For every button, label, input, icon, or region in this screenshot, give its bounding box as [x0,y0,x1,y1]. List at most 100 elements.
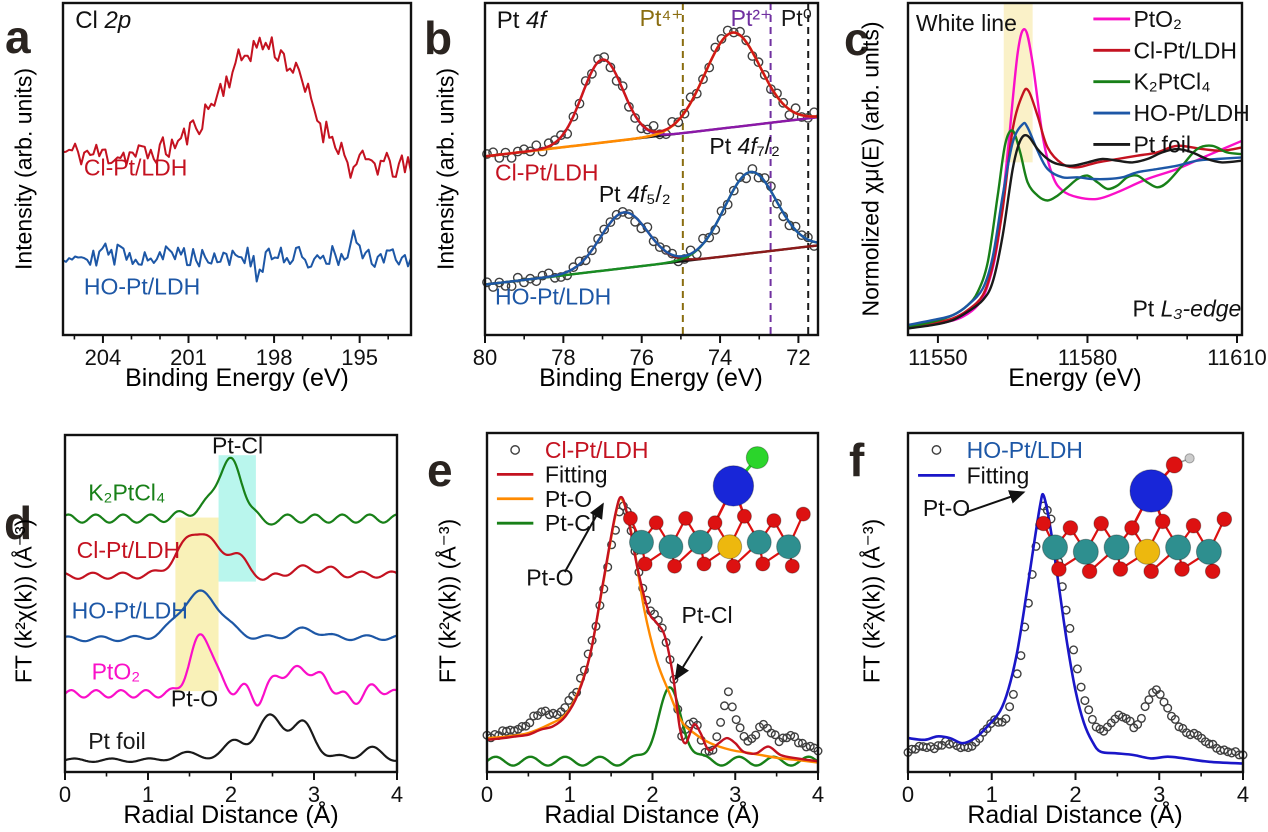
annotation: Cl 2p [75,7,131,34]
atom [755,556,771,572]
annotation: Cl-Pt/LDH [84,155,188,181]
molecule-inset [1035,453,1233,580]
x-axis-label: Binding Energy (eV) [539,364,763,392]
x-tick-label: 3 [308,782,320,807]
highlight-band [218,455,256,582]
x-tick-label: 2 [1069,782,1081,807]
data-point-Cl-Pt/LDH-data [790,732,800,742]
x-axis-label: Radial Distance (Å) [123,801,339,829]
data-point-Cl-Pt/LDH-data [731,715,741,725]
curve-HO-Pt/LDH [907,121,1243,327]
annotation: K₂PtCl₄ [88,480,165,506]
data-point-Cl-Pt/LDH-data [723,687,733,697]
atom [1035,515,1052,532]
legend-label: Pt foil [1133,131,1191,157]
atom [776,534,802,560]
data-point-HO-Pt/LDH-data [531,276,542,287]
data-point-HO-Pt/LDH-data [537,270,548,281]
plot-area-c: White line Pt L₃-edge PtO₂ Cl-Pt/LDH K₂PtCl₄… [906,1,1267,370]
data-point-HO-Pt/LDH-data [482,277,492,288]
curve-PtO2 [64,633,398,707]
data-point-Cl-Pt/LDH-data [712,732,722,742]
x-tick-label: 78 [551,345,575,370]
data-point-HO-Pt/LDH-data [605,217,616,228]
plot-border [61,1,413,337]
data-point-HO-Pt/LDH-data [654,242,665,253]
curve-Pt foil [64,713,397,763]
atom [667,558,683,574]
curve-HO-Pt/LDH [64,589,398,643]
data-point-Cl-Pt/LDH-data [679,108,690,119]
annotation: HO-Pt/LDH [495,284,611,310]
atom [717,534,743,560]
annotation-arrow [563,502,604,573]
data-point-Cl-Pt/LDH-data [751,730,761,740]
curve-Cl-Pt/LDH [907,87,1243,328]
x-axis-label: Binding Energy (eV) [125,364,349,392]
x-tick-label: 201 [170,345,207,370]
data-point-HO-Pt/LDH-data [1069,645,1079,655]
data-point-Cl-Pt/LDH-data [529,711,539,721]
atom [678,510,694,526]
legend-label: Pt-O [545,486,592,512]
data-point-Cl-Pt/LDH-data [778,97,789,108]
data-point-Cl-Pt/LDH-data [741,35,752,46]
plot-border [906,1,1244,337]
x-axis-label: Radial Distance (Å) [967,801,1183,829]
data-point-HO-Pt/LDH-data [728,185,739,196]
plot-border [483,1,820,337]
legend-swatch-Cl-Pt/LDH [510,445,521,455]
data-point-HO-Pt/LDH-data [747,164,758,174]
data-point-HO-Pt/LDH-data [1080,696,1090,706]
data-point-Cl-Pt/LDH-data [673,117,684,128]
panel-letter: b [424,12,453,64]
atom [1184,453,1195,464]
x-tick-label: 1 [564,782,576,807]
plot-border [63,433,399,774]
data-point-HO-Pt/LDH-data [1163,703,1173,713]
y-axis-label: FT (k²χ(k)) (Å⁻³) [858,518,885,684]
annotation: Pt 4f₇/₂ [709,133,780,159]
x-tick-label: 195 [341,345,378,370]
highlight-band [175,517,219,692]
x-tick-label: 0 [59,782,71,807]
molecule-inset [622,446,811,574]
annotation: Pt-O [171,685,218,711]
x-tick-label: 11550 [908,345,968,370]
data-point-HO-Pt/LDH-data [1005,702,1015,712]
data-point-Cl-Pt/LDH-data [537,707,547,717]
atom [795,506,811,522]
data-point-Cl-Pt/LDH-data [568,111,579,122]
annotation: White line [916,10,1017,36]
plot-area-b: Pt 4f Pt⁴⁺ Pt²⁺ Pt⁰ Cl-Pt/LDH HO-Pt/LDH Pt 4f₅… [473,1,820,370]
atom [658,534,684,560]
atom [745,446,769,470]
curve-HO-Pt/LDH [62,229,412,283]
annotation: Cl-Pt/LDH [495,160,599,186]
atom [766,513,782,529]
data-point-HO-Pt/LDH-data [1087,714,1097,724]
atom [1134,538,1161,565]
curve-Pt-Cl [486,686,819,767]
x-tick-label: 11580 [1058,345,1118,370]
atom [1185,517,1202,534]
x-tick-label: 204 [85,345,122,370]
curve-Pt foil [907,134,1243,330]
atom [1062,520,1079,536]
x-tick-label: 76 [629,345,653,370]
annotation: Pt-Cl [212,433,263,459]
atom [1204,563,1221,580]
annotation: Pt-Cl [682,602,733,628]
data-point-HO-Pt/LDH-data [611,209,622,220]
x-axis-label: Energy (eV) [1008,364,1142,392]
annotation: Pt⁴⁺ [640,5,684,31]
x-tick-label: 74 [708,345,732,370]
data-point-HO-Pt/LDH-data [648,236,659,247]
atom [1093,515,1109,532]
legend-label: PtO₂ [1133,6,1182,32]
legend-label: Cl-Pt/LDH [1133,37,1237,63]
data-point-HO-Pt/LDH-data [1204,739,1214,749]
atom [1216,511,1233,527]
